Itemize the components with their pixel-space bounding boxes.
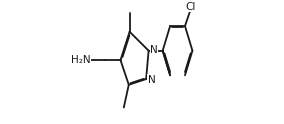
Text: H₂N: H₂N (71, 55, 91, 65)
Text: N: N (148, 75, 155, 85)
Text: Cl: Cl (185, 2, 196, 12)
Text: N: N (150, 45, 158, 55)
